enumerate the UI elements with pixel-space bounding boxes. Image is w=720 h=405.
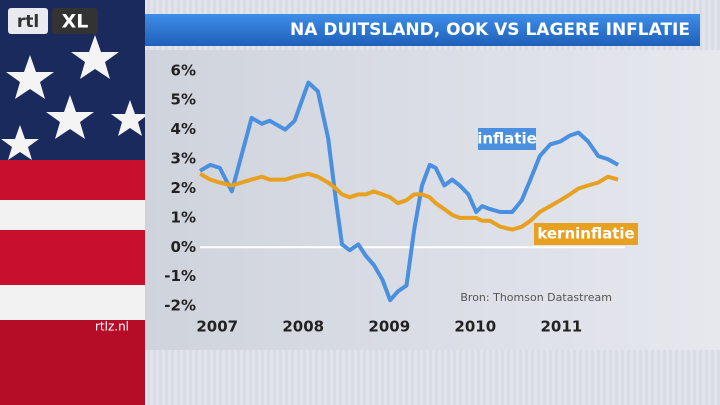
- y-tick-label: -2%: [164, 297, 196, 315]
- legend-label: kerninflatie: [537, 225, 634, 243]
- series-line: [199, 80, 620, 303]
- title-bar: [145, 14, 700, 46]
- series-label-box: [478, 128, 536, 150]
- y-tick-label: 5%: [171, 91, 196, 109]
- x-tick-label: 2007: [196, 318, 238, 336]
- logo-box: [52, 8, 98, 34]
- y-tick-label: 3%: [171, 150, 196, 168]
- y-tick-label: 0%: [171, 238, 196, 256]
- chart-title: NA DUITSLAND, OOK VS LAGERE INFLATIE: [290, 20, 690, 40]
- x-tick-label: 2009: [368, 318, 410, 336]
- source: Bron: Thomson Datastream: [460, 291, 612, 304]
- y-tick-label: 4%: [171, 120, 196, 138]
- logo-box: [8, 8, 48, 34]
- series-line: [199, 171, 619, 232]
- x-tick-label: 2010: [454, 318, 496, 336]
- logo-brand: rtl: [17, 12, 39, 32]
- series-label-box: [534, 223, 638, 245]
- y-tick-label: 1%: [171, 208, 196, 226]
- flag: [0, 0, 149, 405]
- legend-label: inflatie: [477, 130, 537, 148]
- y-tick-label: 6%: [171, 61, 196, 79]
- logo-product: XL: [62, 11, 89, 33]
- y-tick-label: 2%: [171, 179, 196, 197]
- x-tick-label: 2008: [282, 318, 324, 336]
- y-tick-label: -1%: [164, 267, 196, 285]
- watermark: rtlz.nl: [95, 320, 129, 334]
- x-tick-label: 2011: [540, 318, 582, 336]
